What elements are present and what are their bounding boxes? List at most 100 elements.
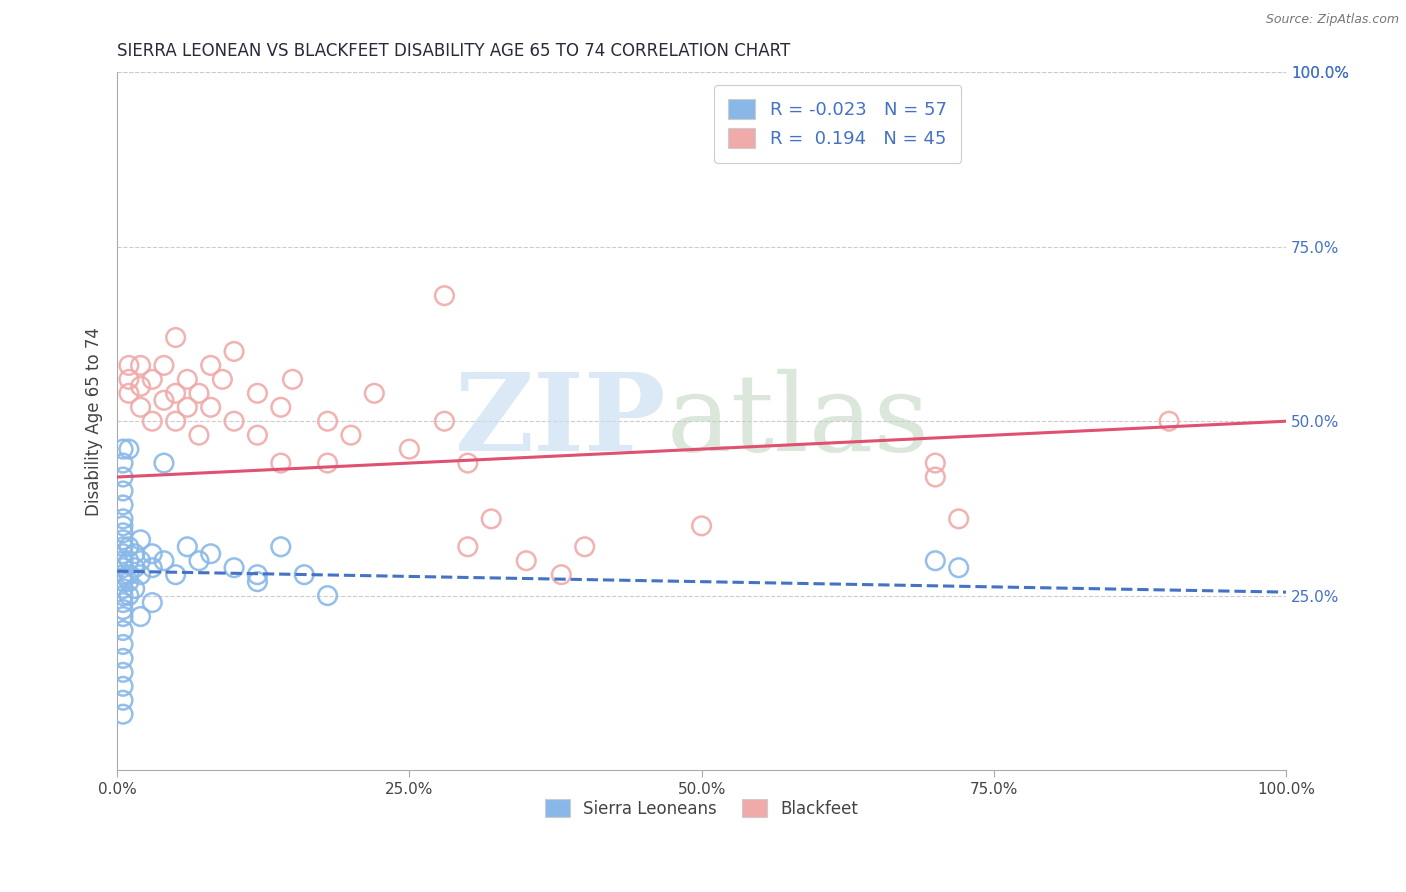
Point xyxy=(112,596,135,610)
Point xyxy=(129,567,152,582)
Point xyxy=(112,567,135,582)
Point xyxy=(246,428,269,442)
Point xyxy=(270,456,292,470)
Point xyxy=(211,372,233,386)
Point xyxy=(176,401,198,415)
Point xyxy=(270,540,292,554)
Point xyxy=(363,386,385,401)
Point xyxy=(118,567,141,582)
Point xyxy=(112,540,135,554)
Point xyxy=(948,560,970,574)
Point xyxy=(316,456,339,470)
Point xyxy=(246,567,269,582)
Point xyxy=(433,288,456,302)
Point xyxy=(340,428,363,442)
Point xyxy=(433,414,456,428)
Point xyxy=(141,547,163,561)
Point xyxy=(118,589,141,603)
Point xyxy=(141,560,163,574)
Point xyxy=(176,372,198,386)
Point xyxy=(924,456,946,470)
Point xyxy=(112,456,135,470)
Point xyxy=(112,470,135,484)
Point xyxy=(118,372,141,386)
Point xyxy=(112,533,135,547)
Point xyxy=(165,567,187,582)
Point xyxy=(188,428,211,442)
Point xyxy=(129,554,152,568)
Point xyxy=(457,540,479,554)
Point xyxy=(112,665,135,680)
Point xyxy=(112,609,135,624)
Point xyxy=(222,560,245,574)
Point xyxy=(118,554,141,568)
Text: ZIP: ZIP xyxy=(456,368,666,475)
Point xyxy=(129,401,152,415)
Point xyxy=(550,567,572,582)
Point xyxy=(124,547,146,561)
Point xyxy=(165,330,187,344)
Text: Source: ZipAtlas.com: Source: ZipAtlas.com xyxy=(1265,13,1399,27)
Point xyxy=(281,372,304,386)
Point xyxy=(479,512,502,526)
Y-axis label: Disability Age 65 to 74: Disability Age 65 to 74 xyxy=(86,326,103,516)
Point xyxy=(222,414,245,428)
Point xyxy=(153,456,176,470)
Point xyxy=(246,574,269,589)
Text: SIERRA LEONEAN VS BLACKFEET DISABILITY AGE 65 TO 74 CORRELATION CHART: SIERRA LEONEAN VS BLACKFEET DISABILITY A… xyxy=(117,42,790,60)
Point xyxy=(141,596,163,610)
Point xyxy=(112,679,135,693)
Point xyxy=(188,554,211,568)
Point xyxy=(112,693,135,707)
Point xyxy=(165,414,187,428)
Point xyxy=(188,386,211,401)
Point xyxy=(398,442,420,456)
Point xyxy=(924,554,946,568)
Point xyxy=(112,582,135,596)
Point xyxy=(153,359,176,373)
Point xyxy=(112,624,135,638)
Point xyxy=(118,359,141,373)
Point xyxy=(112,560,135,574)
Point xyxy=(176,540,198,554)
Point xyxy=(112,442,135,456)
Point xyxy=(112,525,135,540)
Point xyxy=(129,359,152,373)
Point xyxy=(292,567,315,582)
Point xyxy=(457,456,479,470)
Point xyxy=(246,386,269,401)
Point xyxy=(112,602,135,616)
Point xyxy=(924,470,946,484)
Point xyxy=(112,574,135,589)
Text: atlas: atlas xyxy=(666,368,929,474)
Point xyxy=(112,651,135,665)
Point xyxy=(200,401,222,415)
Point xyxy=(124,560,146,574)
Point xyxy=(118,574,141,589)
Point xyxy=(316,414,339,428)
Point xyxy=(153,393,176,408)
Point xyxy=(118,540,141,554)
Point xyxy=(112,483,135,498)
Point xyxy=(124,582,146,596)
Point xyxy=(112,498,135,512)
Legend: Sierra Leoneans, Blackfeet: Sierra Leoneans, Blackfeet xyxy=(538,792,865,824)
Point xyxy=(112,637,135,651)
Point xyxy=(948,512,970,526)
Point xyxy=(112,707,135,722)
Point xyxy=(129,533,152,547)
Point xyxy=(129,609,152,624)
Point xyxy=(112,554,135,568)
Point xyxy=(118,386,141,401)
Point xyxy=(129,379,152,393)
Point xyxy=(1157,414,1180,428)
Point xyxy=(690,519,713,533)
Point xyxy=(118,442,141,456)
Point xyxy=(270,401,292,415)
Point xyxy=(200,359,222,373)
Point xyxy=(153,554,176,568)
Point xyxy=(165,386,187,401)
Point xyxy=(141,372,163,386)
Point xyxy=(316,589,339,603)
Point xyxy=(515,554,537,568)
